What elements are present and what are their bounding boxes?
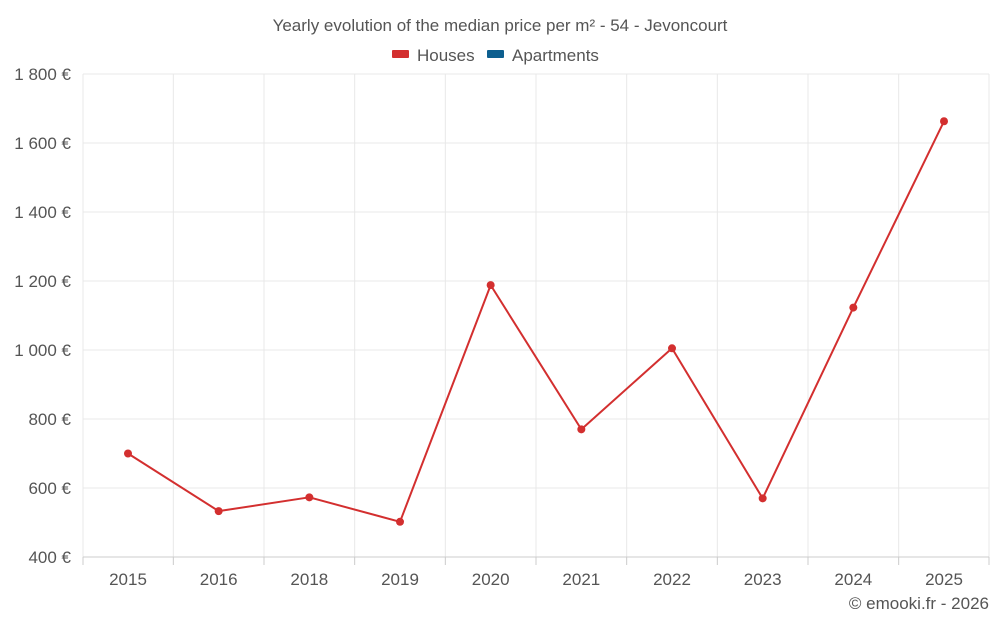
y-tick-label: 600 € (28, 479, 71, 498)
legend-swatch-houses (392, 50, 409, 58)
series-line-houses (127, 120, 945, 523)
legend-item-houses[interactable]: Houses (392, 46, 475, 65)
x-tick-label: 2018 (290, 570, 328, 589)
y-tick-label: 1 000 € (14, 341, 71, 360)
x-axis: 2015 2016 2018 2019 2020 2021 2022 2023 2024 2025 (82, 556, 990, 589)
legend-label-houses: Houses (417, 46, 475, 65)
data-point-houses[interactable] (486, 281, 495, 290)
legend-label-apartments: Apartments (512, 46, 599, 65)
data-point-houses[interactable] (668, 344, 676, 353)
y-tick-label: 1 800 € (14, 65, 71, 84)
x-tick-label: 2016 (200, 570, 238, 589)
data-point-houses[interactable] (305, 493, 314, 502)
chart-title: Yearly evolution of the median price per… (273, 16, 728, 35)
x-tick-label: 2022 (653, 570, 691, 589)
y-tick-label: 1 600 € (14, 134, 71, 153)
y-tick-label: 800 € (28, 410, 71, 429)
y-tick-label: 1 200 € (14, 272, 71, 291)
data-point-houses[interactable] (577, 425, 586, 434)
y-tick-label: 1 400 € (14, 203, 71, 222)
legend: Houses Apartments (392, 46, 599, 65)
data-point-houses[interactable] (849, 303, 858, 312)
legend-swatch-apartments (487, 50, 504, 58)
data-point-houses[interactable] (758, 494, 767, 503)
y-tick-label: 400 € (28, 548, 71, 567)
x-tick-label: 2019 (381, 570, 419, 589)
x-tick-label: 2025 (925, 570, 963, 589)
grid (82, 73, 990, 558)
y-axis: 400 € 600 € 800 € 1 000 € 1 200 € 1 400 € 1 60… (14, 65, 71, 567)
series (124, 117, 948, 526)
data-point-houses[interactable] (124, 449, 132, 458)
x-tick-label: 2021 (562, 570, 600, 589)
x-tick-label: 2015 (109, 570, 147, 589)
x-tick-label: 2020 (472, 570, 510, 589)
legend-item-apartments[interactable]: Apartments (487, 46, 599, 65)
x-tick-label: 2023 (744, 570, 782, 589)
x-tick-label: 2024 (834, 570, 872, 589)
data-point-houses[interactable] (940, 117, 948, 126)
credit-text: © emooki.fr - 2026 (849, 594, 989, 613)
data-point-houses[interactable] (214, 507, 223, 516)
data-point-houses[interactable] (396, 517, 404, 526)
